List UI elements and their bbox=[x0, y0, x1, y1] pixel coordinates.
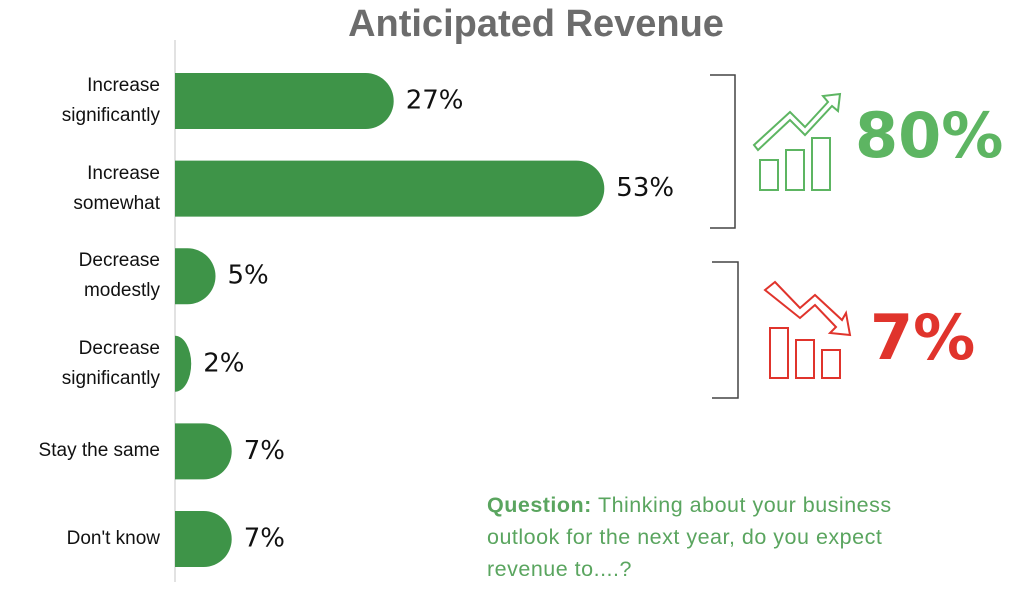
category-label: Decrease modestly bbox=[78, 250, 160, 302]
category-label: Stay the same bbox=[38, 440, 160, 462]
value-label: 7% bbox=[244, 436, 285, 466]
category-label: Increase somewhat bbox=[73, 162, 160, 214]
value-label: 5% bbox=[228, 261, 269, 291]
down-icon bbox=[763, 280, 852, 379]
category-label: Increase significantly bbox=[61, 75, 160, 126]
question: Question: Thinking about your business o… bbox=[487, 489, 907, 585]
bar bbox=[175, 335, 192, 392]
value-label: 27% bbox=[406, 86, 464, 116]
bar bbox=[175, 73, 394, 129]
value-label: 2% bbox=[203, 348, 244, 378]
value-label: 53% bbox=[616, 173, 674, 203]
question-text: Thinking about your business outlook for… bbox=[487, 493, 892, 581]
bar bbox=[175, 160, 605, 217]
summary-label: 7% bbox=[870, 301, 975, 374]
bracket bbox=[710, 74, 736, 229]
category-label: Decrease significantly bbox=[61, 337, 160, 389]
bracket bbox=[712, 261, 739, 399]
summary-label: 80% bbox=[855, 99, 1003, 172]
up-icon bbox=[752, 92, 842, 191]
question-lead: Question: bbox=[487, 493, 592, 517]
bar bbox=[175, 511, 232, 567]
value-label: 7% bbox=[244, 524, 285, 554]
chart-title: Anticipated Revenue bbox=[348, 3, 724, 45]
bar bbox=[175, 248, 216, 305]
bar bbox=[175, 423, 232, 480]
category-label: Don't know bbox=[66, 528, 160, 549]
